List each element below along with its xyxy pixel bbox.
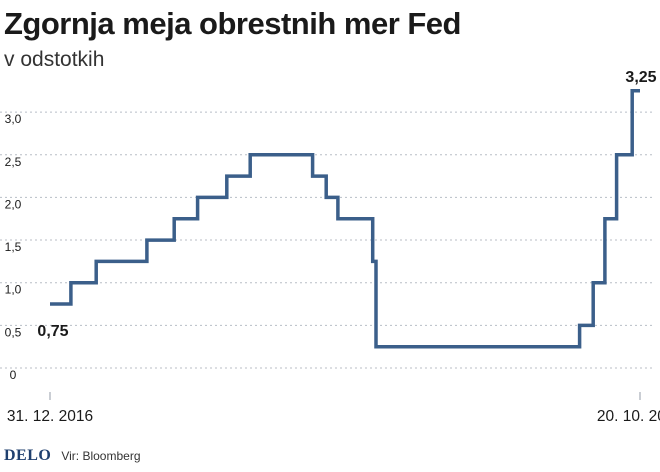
data-label-end: 3,25 bbox=[625, 69, 656, 86]
series-line bbox=[50, 89, 640, 349]
y-tick-label: 1,5 bbox=[5, 240, 22, 254]
y-tick-label: 0,5 bbox=[5, 325, 22, 339]
chart-subtitle: v odstotkih bbox=[4, 48, 105, 71]
y-tick-label: 1,0 bbox=[5, 283, 22, 297]
y-tick-label: 3,0 bbox=[5, 112, 22, 126]
y-tick-label: 0 bbox=[10, 368, 17, 382]
y-tick-label: 2,0 bbox=[5, 197, 22, 211]
chart-area: 0 0,5 1,0 1,5 2,0 2,5 3,0 31. 12. 2016 20. 10. 2… bbox=[0, 69, 660, 425]
x-tick-label: 31. 12. 2016 bbox=[7, 408, 93, 425]
y-tick-label: 2,5 bbox=[5, 155, 22, 169]
brand-logo: DELO bbox=[4, 447, 52, 464]
source-note: Vir: Bloomberg bbox=[61, 449, 141, 463]
x-tick-label: 20. 10. 2022 bbox=[597, 408, 660, 425]
chart-title: Zgornja meja obrestnih mer Fed bbox=[4, 6, 461, 41]
footer: DELO Vir: Bloomberg bbox=[0, 440, 660, 472]
data-label-start: 0,75 bbox=[37, 323, 68, 340]
